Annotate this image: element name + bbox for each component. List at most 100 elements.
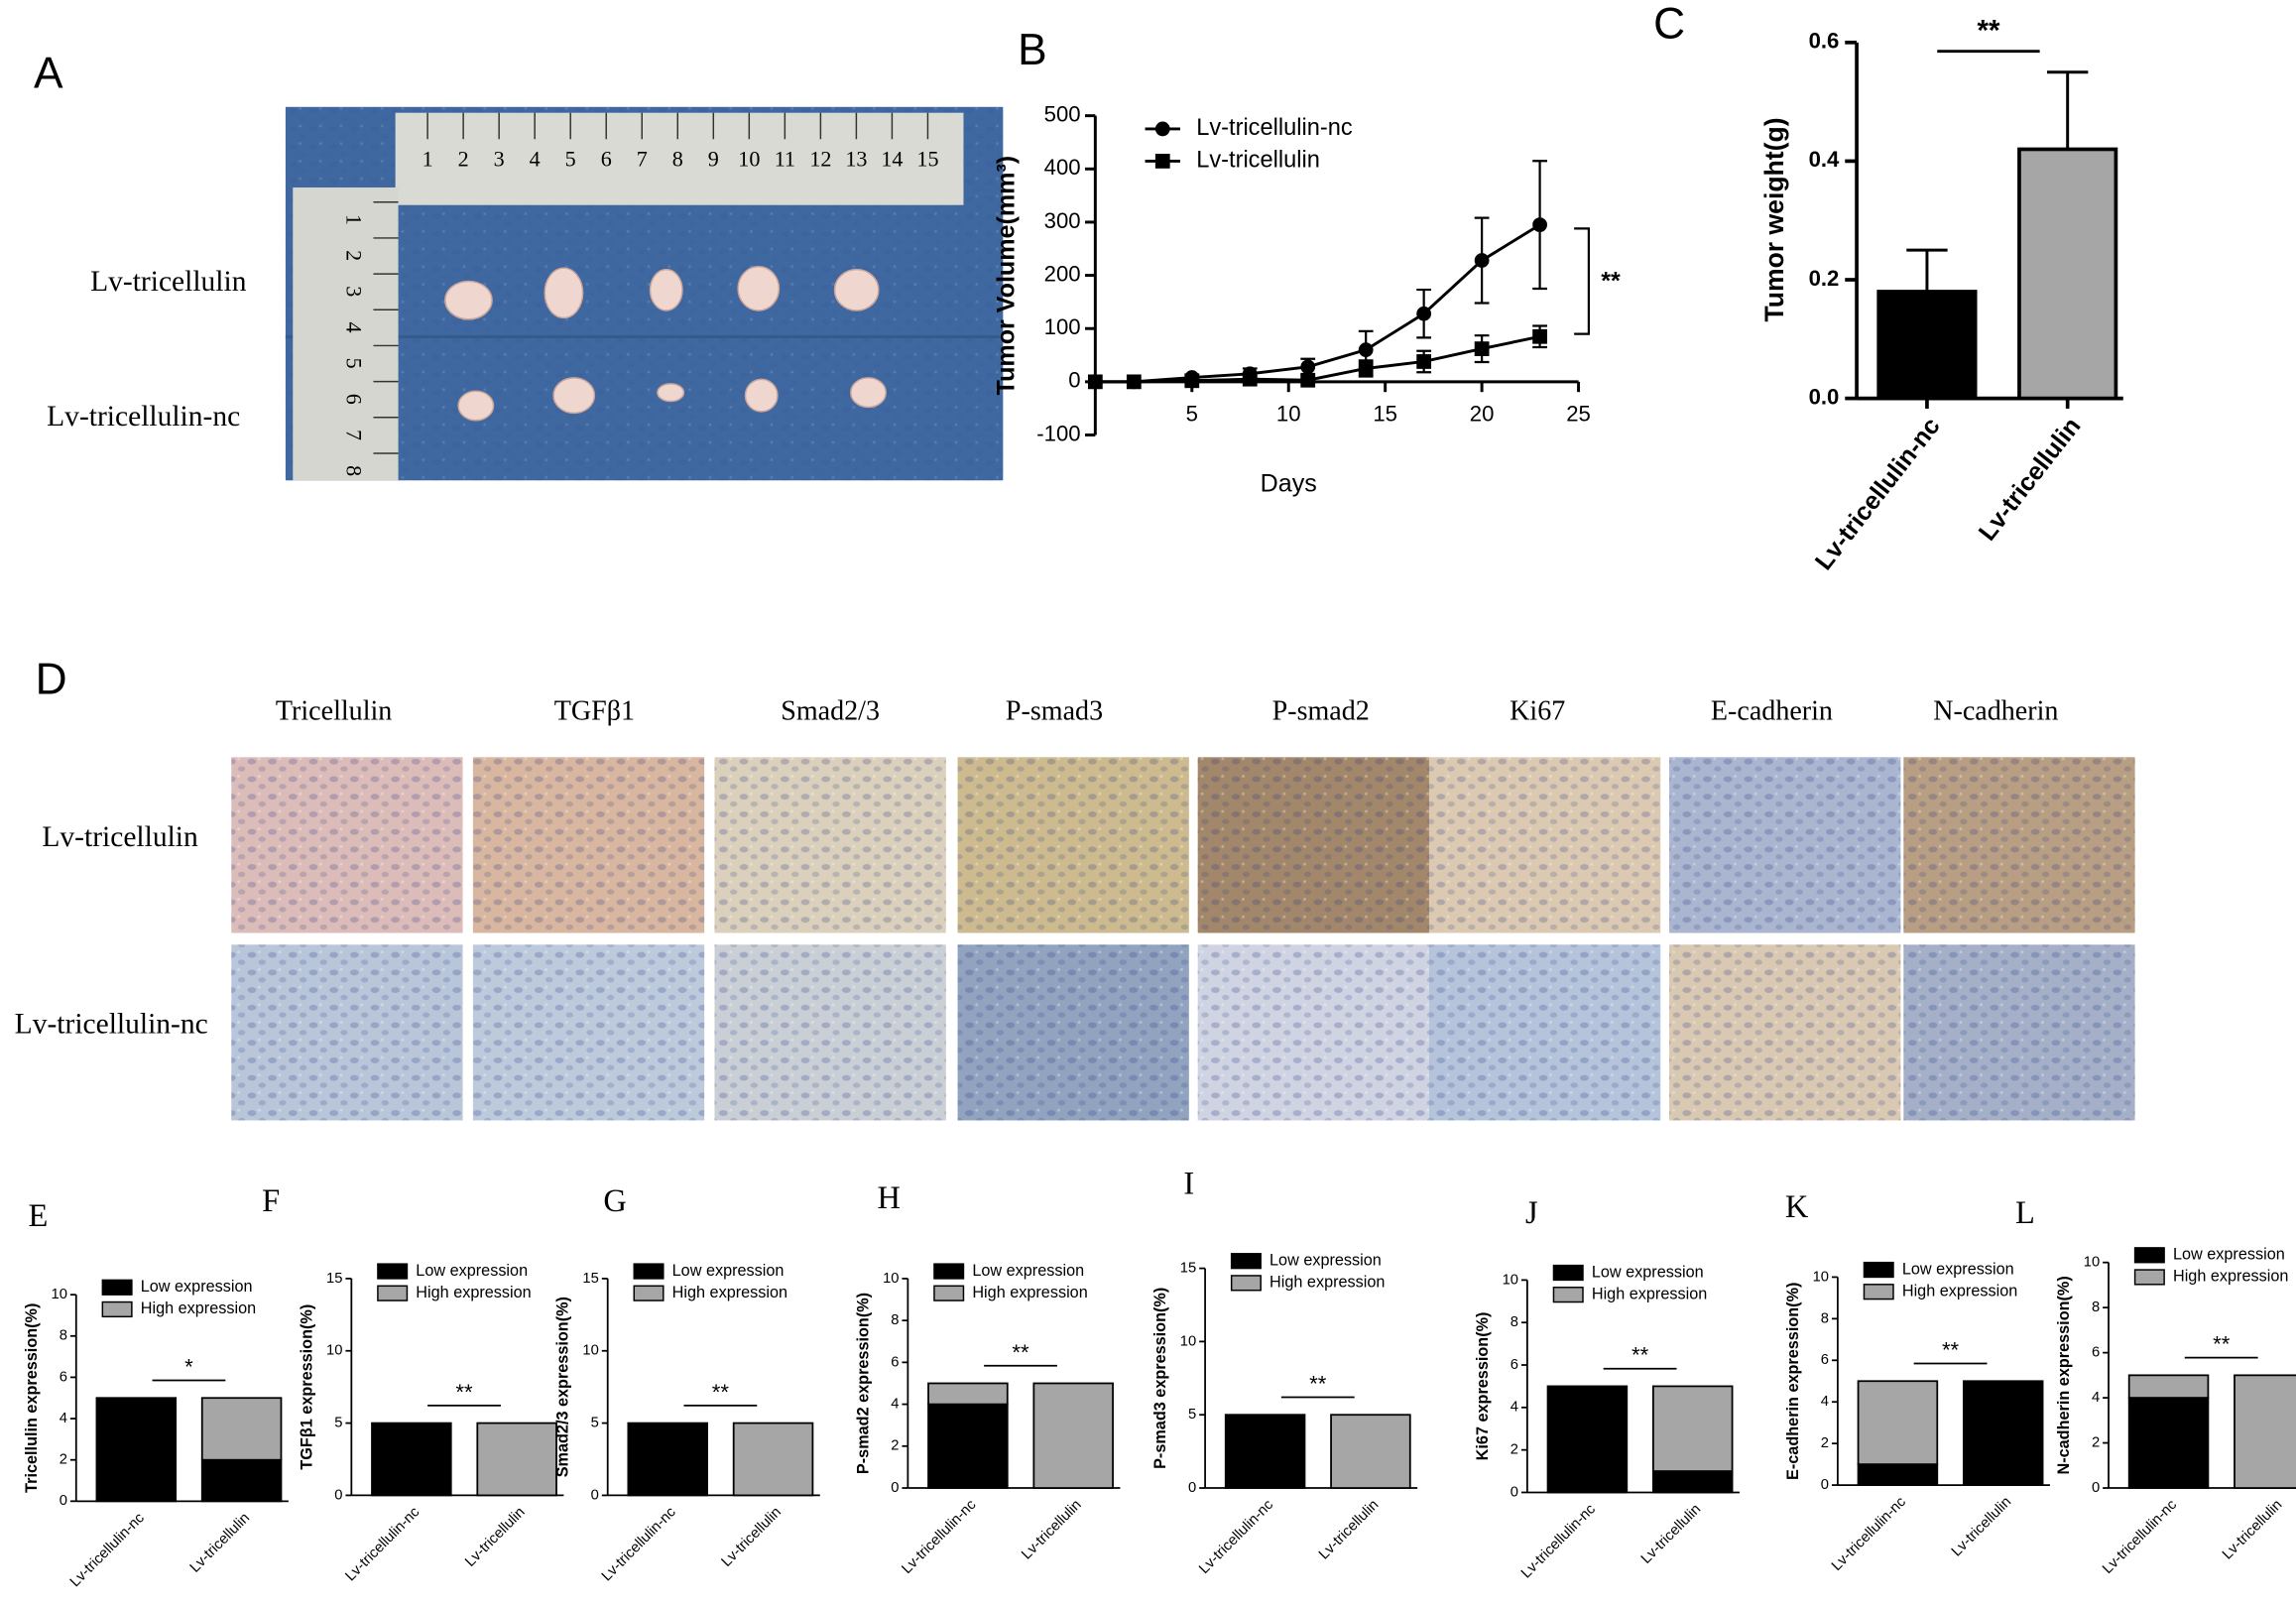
legend-label: Low expression (1269, 1251, 1382, 1269)
x-tick-label: Lv-tricellulin-nc (342, 1504, 423, 1584)
point (1126, 374, 1142, 390)
y-tick-label: 300 (1044, 208, 1081, 233)
legend-swatch (1863, 1261, 1894, 1279)
x-tick-label: Lv-tricellulin-nc (67, 1510, 148, 1590)
ruler-number: 3 (494, 146, 505, 171)
column-header: E-cadherin (1711, 695, 1833, 726)
bar-segment (1857, 1380, 1939, 1466)
y-tick-label: 500 (1044, 101, 1081, 126)
ruler-number: 4 (530, 146, 541, 171)
bar-segment (1651, 1470, 1734, 1494)
y-tick-label: 10 (1813, 1269, 1829, 1285)
bar-segment (1546, 1385, 1629, 1494)
legend-label: High expression (972, 1284, 1087, 1301)
tumor (552, 377, 596, 415)
tumor (457, 390, 495, 422)
tumor (544, 267, 584, 319)
legend-swatch (2133, 1269, 2165, 1286)
ruler-number: 8 (341, 465, 366, 476)
y-axis-label: Tumor Volume(mm³) (992, 156, 1020, 395)
panel-letter: A (34, 49, 63, 97)
panel-letter: K (1785, 1189, 1809, 1225)
y-axis-label: Tumor weight(g) (1759, 117, 1789, 321)
bar-segment (2127, 1397, 2210, 1489)
bar-segment (2127, 1374, 2210, 1399)
y-tick-label: 10 (1180, 1333, 1196, 1349)
ihc-texture (957, 757, 1189, 933)
y-tick-label: 0 (1821, 1477, 1829, 1493)
bar-segment (95, 1397, 178, 1503)
legend-marker (1154, 154, 1170, 169)
ruler-number: 8 (672, 146, 683, 171)
y-tick-label: 10 (2084, 1255, 2100, 1271)
ruler-number: 13 (845, 146, 867, 171)
column-header: P-smad3 (1006, 695, 1103, 726)
row-label: Lv-tricellulin-nc (15, 1009, 208, 1041)
y-tick-label: 15 (1180, 1260, 1196, 1276)
y-tick-label: 2 (1821, 1435, 1829, 1451)
x-tick-label: 5 (1186, 402, 1198, 427)
point (1532, 217, 1547, 232)
tumor (444, 280, 493, 320)
bar-segment (200, 1397, 283, 1461)
bar-segment (1330, 1414, 1411, 1489)
ruler-number: 10 (738, 146, 760, 171)
y-tick-label: 0.2 (1809, 266, 1840, 291)
bar-segment (732, 1422, 814, 1497)
y-tick-label: 8 (1511, 1314, 1518, 1330)
panel-letter: E (28, 1198, 48, 1234)
ruler-number: 7 (637, 146, 648, 171)
row-label: Lv-tricellulin (90, 266, 247, 298)
ruler-number: 5 (565, 146, 576, 171)
ihc-texture (1428, 944, 1661, 1121)
ihc-texture (231, 757, 463, 933)
ruler-number: 3 (341, 286, 366, 297)
significance: ** (1601, 268, 1621, 296)
ruler-number: 2 (341, 250, 366, 261)
point (1416, 354, 1432, 369)
legend-swatch (2133, 1247, 2165, 1264)
column-header: TGFβ1 (554, 695, 635, 726)
significance: ** (1942, 1338, 1960, 1363)
legend-swatch (633, 1285, 665, 1301)
y-tick-label: 8 (2092, 1300, 2100, 1315)
y-tick-label: 6 (2092, 1345, 2100, 1361)
tumor (649, 268, 683, 311)
legend-label: High expression (672, 1284, 787, 1301)
y-axis-label: Ki67 expression(%) (1474, 1312, 1492, 1461)
y-tick-label: 0 (891, 1480, 899, 1496)
y-tick-label: 0 (1188, 1480, 1196, 1496)
ruler-number: 15 (916, 146, 938, 171)
x-tick-label: Lv-tricellulin (1019, 1497, 1084, 1562)
y-tick-label: 0 (1511, 1484, 1518, 1500)
panel-letter: G (603, 1183, 626, 1219)
point (1416, 306, 1432, 321)
x-tick-label: Lv-tricellulin (187, 1510, 253, 1575)
significance: ** (1631, 1343, 1649, 1368)
bar-segment (2234, 1374, 2296, 1489)
x-tick-label: Lv-tricellulin-nc (2100, 1497, 2180, 1577)
y-tick-label: 0.4 (1809, 147, 1840, 172)
x-axis-label: Days (1261, 469, 1317, 497)
bar-segment (927, 1403, 1009, 1489)
point (1532, 328, 1547, 344)
tumor (850, 377, 887, 409)
error-bar (1906, 248, 1948, 292)
y-tick-label: 8 (891, 1312, 899, 1328)
y-tick-label: 10 (326, 1343, 342, 1359)
y-tick-label: 6 (1511, 1357, 1518, 1373)
x-tick-label: Lv-tricellulin-nc (1810, 413, 1946, 575)
ruler-number: 4 (341, 321, 366, 332)
x-tick-label: Lv-tricellulin (462, 1504, 528, 1569)
legend-swatch (101, 1300, 133, 1318)
x-tick-label: Lv-tricellulin (1638, 1502, 1704, 1567)
legend-swatch (933, 1263, 965, 1280)
x-tick-label: 20 (1470, 402, 1495, 427)
tumor (744, 378, 779, 413)
point (1300, 359, 1316, 375)
legend-marker (1154, 121, 1170, 137)
y-tick-label: 4 (891, 1396, 899, 1412)
point (1184, 373, 1200, 389)
y-tick-label: 10 (582, 1343, 598, 1359)
legend-swatch (1863, 1284, 1894, 1300)
